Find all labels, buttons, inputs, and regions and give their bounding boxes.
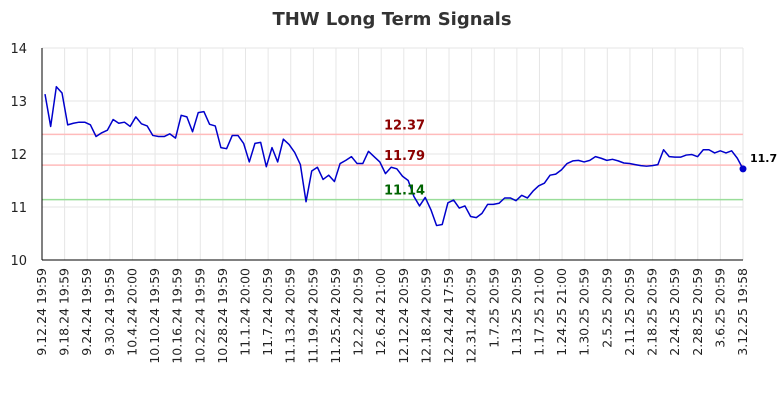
- x-tick-label: 12.6.24 21:00: [373, 268, 388, 356]
- x-tick-label: 11.1.24 20:00: [238, 268, 253, 356]
- x-tick-label: 2.18.25 20:59: [645, 268, 660, 356]
- x-tick-label: 12.18.24 20:59: [418, 268, 433, 364]
- x-tick-label: 1.24.25 21:00: [554, 268, 569, 356]
- x-tick-label: 12.24.24 17:59: [441, 268, 456, 364]
- series-layer: [44, 85, 747, 227]
- x-tick-label: 10.28.24 19:59: [215, 268, 230, 364]
- x-tick-label: 3.12.25 19:58: [735, 268, 750, 356]
- x-tick-label: 3.6.25 20:59: [712, 268, 727, 348]
- x-tick-label: 12.2.24 20:59: [351, 268, 366, 356]
- y-tick-label: 13: [10, 95, 27, 110]
- series-line: [44, 85, 744, 227]
- y-tick-label: 12: [10, 148, 27, 163]
- x-tick-label: 12.12.24 20:59: [396, 268, 411, 364]
- x-tick-label: 12.31.24 20:59: [464, 268, 479, 364]
- y-tick-label: 10: [10, 254, 27, 269]
- x-tick-label: 11.25.24 20:59: [328, 268, 343, 364]
- y-tick-label: 14: [10, 42, 27, 57]
- x-tick-label: 11.19.24 20:59: [305, 268, 320, 364]
- x-tick-label: 2.24.25 20:59: [667, 268, 682, 356]
- x-tick-label: 9.30.24 19:59: [102, 268, 117, 356]
- last-point-marker: [739, 165, 747, 173]
- x-tick-label: 2.5.25 20:59: [599, 268, 614, 348]
- x-tick-label: 10.16.24 19:59: [170, 268, 185, 364]
- x-tick-label: 9.24.24 19:59: [79, 268, 94, 356]
- x-tick-label: 11.7.24 20:59: [260, 268, 275, 356]
- labels: 9.12.24 19:59 9.18.24 19:59 9.24.24 19:59 9…: [10, 42, 777, 364]
- y-tick-label: 11: [10, 201, 27, 216]
- x-tick-label: 10.22.24 19:59: [192, 268, 207, 364]
- reference-line-label: 11.79: [384, 149, 425, 164]
- reference-line-label: 11.14: [384, 184, 425, 199]
- x-tick-label: 9.18.24 19:59: [57, 268, 72, 356]
- grid: [41, 47, 744, 261]
- axes: [41, 48, 743, 261]
- x-tick-label: 10.10.24 19:59: [147, 268, 162, 364]
- chart-title: THW Long Term Signals: [272, 9, 511, 30]
- reference-line-label: 12.37: [384, 118, 425, 133]
- x-tick-label: 11.13.24 20:59: [283, 268, 298, 364]
- x-tick-label: 1.30.25 20:59: [577, 268, 592, 356]
- last-value-label: 11.7: [750, 152, 777, 165]
- reference-lines: [42, 133, 743, 201]
- x-tick-label: 9.12.24 19:59: [34, 268, 49, 356]
- x-tick-label: 10.4.24 20:00: [124, 268, 139, 356]
- x-tick-label: 1.17.25 21:00: [531, 268, 546, 356]
- x-tick-label: 1.7.25 20:59: [486, 268, 501, 348]
- x-tick-label: 2.28.25 20:59: [690, 268, 705, 356]
- x-tick-label: 1.13.25 20:59: [509, 268, 524, 356]
- x-tick-label: 2.11.25 20:59: [622, 268, 637, 356]
